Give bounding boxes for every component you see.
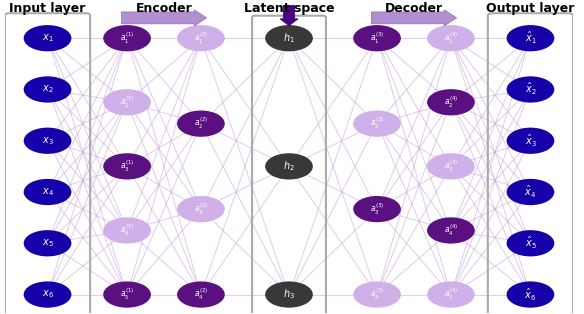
Circle shape bbox=[427, 153, 475, 180]
Circle shape bbox=[103, 89, 151, 116]
Circle shape bbox=[506, 76, 554, 103]
Text: $a_{4}^{(1)}$: $a_{4}^{(1)}$ bbox=[120, 223, 134, 238]
Circle shape bbox=[177, 25, 225, 51]
Text: $\hat{x}_{1}$: $\hat{x}_{1}$ bbox=[524, 30, 536, 46]
Text: $h_{3}$: $h_{3}$ bbox=[283, 288, 295, 301]
Circle shape bbox=[177, 281, 225, 308]
Text: $\hat{x}_{3}$: $\hat{x}_{3}$ bbox=[524, 133, 536, 149]
Circle shape bbox=[353, 281, 401, 308]
Circle shape bbox=[427, 217, 475, 244]
Text: $a_{3}^{(1)}$: $a_{3}^{(1)}$ bbox=[120, 159, 134, 174]
Text: $a_{2}^{(2)}$: $a_{2}^{(2)}$ bbox=[194, 116, 208, 131]
Text: $a_{4}^{(3)}$: $a_{4}^{(3)}$ bbox=[370, 287, 384, 302]
Circle shape bbox=[506, 127, 554, 154]
Text: $a_{1}^{(4)}$: $a_{1}^{(4)}$ bbox=[444, 30, 458, 46]
Circle shape bbox=[506, 179, 554, 205]
Text: $a_{5}^{(4)}$: $a_{5}^{(4)}$ bbox=[444, 287, 458, 302]
Text: Latent space: Latent space bbox=[244, 2, 334, 15]
Text: $h_{2}$: $h_{2}$ bbox=[283, 160, 295, 173]
Text: $x_3$: $x_3$ bbox=[41, 135, 54, 147]
Text: $a_{2}^{(1)}$: $a_{2}^{(1)}$ bbox=[120, 95, 134, 110]
Text: $\hat{x}_{4}$: $\hat{x}_{4}$ bbox=[524, 184, 537, 200]
FancyArrow shape bbox=[371, 10, 457, 26]
Circle shape bbox=[103, 153, 151, 180]
Text: $a_{1}^{(2)}$: $a_{1}^{(2)}$ bbox=[194, 30, 208, 46]
Text: $a_{1}^{(1)}$: $a_{1}^{(1)}$ bbox=[120, 30, 134, 46]
Text: $a_{2}^{(4)}$: $a_{2}^{(4)}$ bbox=[444, 95, 458, 110]
Circle shape bbox=[24, 127, 71, 154]
Text: $a_{2}^{(3)}$: $a_{2}^{(3)}$ bbox=[370, 116, 384, 131]
Text: $a_{4}^{(2)}$: $a_{4}^{(2)}$ bbox=[194, 287, 208, 302]
Circle shape bbox=[24, 281, 71, 308]
Circle shape bbox=[427, 281, 475, 308]
Circle shape bbox=[24, 179, 71, 205]
Circle shape bbox=[353, 25, 401, 51]
Circle shape bbox=[177, 196, 225, 222]
Circle shape bbox=[103, 25, 151, 51]
Text: $a_{1}^{(3)}$: $a_{1}^{(3)}$ bbox=[370, 30, 384, 46]
Circle shape bbox=[103, 281, 151, 308]
Text: $a_{5}^{(1)}$: $a_{5}^{(1)}$ bbox=[120, 287, 134, 302]
Circle shape bbox=[506, 230, 554, 257]
Text: $x_1$: $x_1$ bbox=[41, 32, 53, 44]
Text: $a_{3}^{(2)}$: $a_{3}^{(2)}$ bbox=[194, 201, 208, 217]
Circle shape bbox=[265, 153, 313, 180]
Circle shape bbox=[427, 25, 475, 51]
Text: Decoder: Decoder bbox=[385, 2, 443, 15]
Text: $x_6$: $x_6$ bbox=[41, 289, 54, 300]
Text: $\hat{x}_{6}$: $\hat{x}_{6}$ bbox=[524, 287, 537, 303]
Circle shape bbox=[427, 89, 475, 116]
Text: Input layer: Input layer bbox=[9, 2, 86, 15]
Circle shape bbox=[103, 217, 151, 244]
Text: $a_{3}^{(3)}$: $a_{3}^{(3)}$ bbox=[370, 201, 384, 217]
Text: $\hat{x}_{2}$: $\hat{x}_{2}$ bbox=[524, 81, 536, 97]
Circle shape bbox=[24, 25, 71, 51]
Text: $x_5$: $x_5$ bbox=[41, 237, 53, 249]
Text: Output layer: Output layer bbox=[486, 2, 575, 15]
Text: $a_{3}^{(4)}$: $a_{3}^{(4)}$ bbox=[444, 159, 458, 174]
Circle shape bbox=[24, 230, 71, 257]
Circle shape bbox=[353, 196, 401, 222]
Text: $x_2$: $x_2$ bbox=[42, 84, 53, 95]
FancyArrow shape bbox=[280, 5, 298, 26]
Circle shape bbox=[506, 25, 554, 51]
Circle shape bbox=[177, 111, 225, 137]
Circle shape bbox=[353, 111, 401, 137]
Text: Encoder: Encoder bbox=[135, 2, 192, 15]
Text: $x_4$: $x_4$ bbox=[41, 186, 54, 198]
Text: $h_{1}$: $h_{1}$ bbox=[283, 31, 295, 45]
Circle shape bbox=[506, 281, 554, 308]
Circle shape bbox=[265, 281, 313, 308]
Circle shape bbox=[265, 25, 313, 51]
Text: $\hat{x}_{5}$: $\hat{x}_{5}$ bbox=[524, 235, 536, 251]
Circle shape bbox=[24, 76, 71, 103]
Text: $a_{4}^{(4)}$: $a_{4}^{(4)}$ bbox=[444, 223, 458, 238]
FancyArrow shape bbox=[121, 10, 207, 26]
